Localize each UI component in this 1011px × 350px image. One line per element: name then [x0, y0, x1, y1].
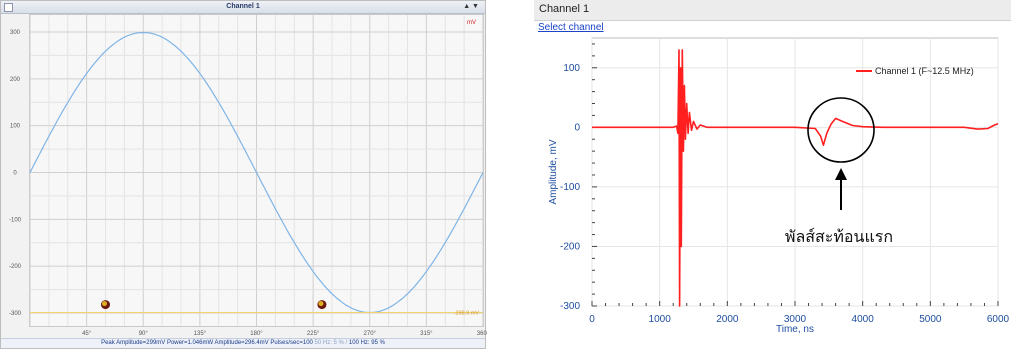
x-tick-label: 90°	[139, 331, 149, 337]
window-menu-icon[interactable]	[4, 3, 13, 12]
y-tick-label: 0	[574, 122, 580, 133]
annotation-arrow-head	[835, 168, 847, 180]
status-frequency-high: 100 Hz: 95 %	[347, 340, 385, 346]
left-title-bar: Channel 1 ▲ ▼	[1, 1, 485, 14]
pulse-marker-highlight	[318, 301, 324, 307]
y-tick-label: -300	[560, 301, 580, 312]
x-tick-label: 1000	[649, 314, 672, 325]
pulse-marker-highlight	[102, 301, 107, 307]
select-channel-link[interactable]: Select channel	[538, 22, 604, 33]
x-tick-label: 45°	[82, 331, 92, 337]
x-tick-label: 180°	[250, 331, 263, 337]
unit-label: mV	[467, 20, 476, 26]
y-tick-label: 100	[563, 63, 580, 74]
y-axis-label: Amplitude, mV	[548, 139, 559, 204]
right-channel-panel: Channel 1 Select channel 0 1000 2000 3000 40…	[534, 0, 1011, 349]
y-tick-label: -200	[560, 241, 580, 252]
cursor-value-label: -298.9 mV	[454, 311, 480, 317]
series-line	[592, 49, 999, 307]
x-tick-label: 225°	[307, 331, 320, 337]
left-status-bar: Peak Amplitude=299mV Power=1.046mW Ampli…	[1, 338, 485, 348]
y-tick-label: 0	[13, 171, 17, 177]
y-tick-label: -200	[9, 264, 22, 270]
left-window-title: Channel 1	[226, 3, 260, 10]
x-tick-label: 6000	[987, 314, 1010, 325]
annotation-text: พัลส์สะท้อนแรก	[785, 227, 893, 246]
x-tick-label: 270°	[364, 331, 377, 337]
legend-label: Channel 1 (F~12.5 MHz)	[875, 66, 974, 76]
right-header-title: Channel 1	[539, 3, 590, 15]
right-amplitude-chart: 0 1000 2000 3000 4000 5000 60001000-100-200-30…	[548, 37, 1010, 335]
y-tick-label: -300	[9, 311, 22, 317]
status-frequency-low: 50 Hz: 5 % /	[312, 340, 348, 346]
y-tick-label: 200	[10, 77, 21, 83]
x-tick-label: 5000	[919, 314, 942, 325]
x-tick-label: 3000	[784, 314, 807, 325]
x-tick-label: 315°	[420, 331, 433, 337]
y-tick-label: -100	[560, 182, 580, 193]
x-tick-label: 4000	[852, 314, 875, 325]
status-measurements: Peak Amplitude=299mV Power=1.046mW Ampli…	[101, 340, 313, 346]
reflection-highlight-circle	[807, 97, 875, 163]
sine-waveform	[29, 31, 484, 314]
y-tick-label: -100	[9, 217, 22, 223]
right-header: Channel 1	[534, 0, 1011, 21]
left-waveform-chart: 45° 90° 135° 180° 225° 270° 315° 360° 300 200 100 0…	[9, 15, 487, 337]
x-tick-label: 360°	[477, 331, 487, 337]
x-tick-label: 0	[589, 314, 595, 325]
x-axis-label: Time, ns	[776, 324, 814, 335]
left-scope-window: Channel 1 ▲ ▼ 45° 90° 135° 180° 225° 270° 315°…	[0, 0, 487, 349]
window-scroll-controls[interactable]: ▲ ▼	[463, 3, 479, 10]
y-tick-label: 300	[10, 30, 21, 36]
x-tick-label: 135°	[194, 331, 207, 337]
x-tick-label: 2000	[716, 314, 739, 325]
y-tick-label: 100	[10, 124, 21, 130]
